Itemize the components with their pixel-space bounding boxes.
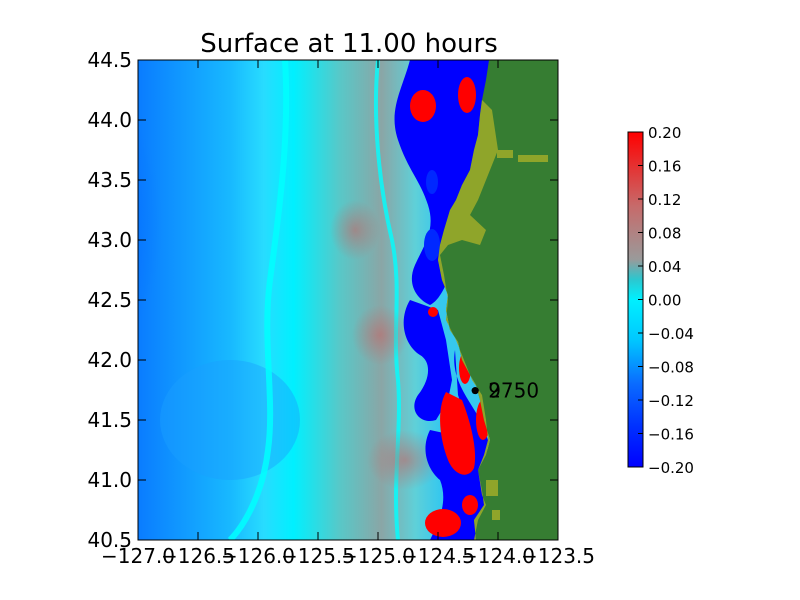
colorbar-tick-label: −0.04 (648, 325, 694, 343)
y-tick-label: 44.0 (87, 108, 132, 132)
nearshore-trough-north (394, 60, 492, 305)
x-tick-label: −127.0 (101, 544, 175, 568)
x-tick-label: −125.5 (281, 544, 355, 568)
shore-patch-3 (486, 480, 498, 496)
trough-spot-b (424, 229, 440, 261)
surge-peak-southwest (425, 509, 461, 537)
gauge-label: 9750 (488, 379, 539, 403)
colorbar-tick-label: 0.04 (648, 258, 681, 276)
elevated-region-2 (367, 430, 443, 490)
x-tick-label: −123.5 (521, 544, 595, 568)
y-tick-label: 43.0 (87, 228, 132, 252)
elevated-region-3 (330, 200, 380, 260)
shore-patch-1 (497, 150, 513, 158)
y-tick-label: 43.5 (87, 168, 132, 192)
offshore-trough-south (160, 360, 300, 480)
y-tick-label: 41.5 (87, 408, 132, 432)
y-axis-ticks: 40.5 41.0 41.5 42.0 42.5 43.0 43.5 44.0 44.5 (87, 48, 558, 552)
surge-peak-south (440, 392, 476, 475)
x-tick-label: −125.0 (341, 544, 415, 568)
offshore-low-region (138, 80, 270, 440)
elevated-region-1 (352, 305, 408, 365)
x-tick-label: −124.5 (401, 544, 475, 568)
y-tick-label: 44.5 (87, 48, 132, 72)
trough-spot-a (426, 170, 438, 194)
y-tick-label: 42.5 (87, 288, 132, 312)
colorbar-tick-label: 0.12 (648, 191, 681, 209)
colorbar-tick-label: −0.16 (648, 426, 694, 444)
wave-front-crest (227, 60, 290, 540)
gauge-label: 2 (488, 379, 501, 403)
colorbar-tick-label: 0.00 (648, 292, 681, 310)
x-tick-label: −126.5 (161, 544, 235, 568)
colorbar-tick-label: −0.20 (648, 459, 694, 477)
shore-patch-2 (518, 155, 548, 162)
surge-peak-south-b (462, 495, 478, 515)
surge-peak-north-b (458, 77, 476, 113)
nearshore-trough-cape (454, 350, 488, 470)
y-tick-label: 42.0 (87, 348, 132, 372)
shore-patch-4 (492, 510, 500, 520)
y-tick-label: 40.5 (87, 528, 132, 552)
colorbar-tick-label: −0.12 (648, 392, 694, 410)
colorbar-tick-label: −0.08 (648, 359, 694, 377)
colorbar-tick-label: 0.08 (648, 225, 681, 243)
plot-area (138, 60, 558, 540)
chart-title: Surface at 11.00 hours (200, 29, 498, 59)
surge-peak-spot (428, 307, 438, 317)
colorbar-tick-label: 0.20 (648, 124, 681, 142)
x-tick-label: −126.0 (221, 544, 295, 568)
gauge-marker (471, 387, 479, 395)
shore-inundation-strip (438, 100, 498, 540)
colorbar-tick-label: 0.16 (648, 158, 681, 176)
x-axis-ticks: −127.0−126.5−126.0−125.5−125.0−124.5−124… (101, 60, 595, 568)
nearshore-trough-mid (403, 300, 452, 421)
surge-peak-north-a (410, 90, 436, 122)
x-tick-label: −124.0 (461, 544, 535, 568)
y-tick-label: 41.0 (87, 468, 132, 492)
colorbar-ticks: 0.20 0.16 0.12 0.08 0.04 0.00 −0.04 −0.08 −0.12 −… (638, 124, 694, 477)
